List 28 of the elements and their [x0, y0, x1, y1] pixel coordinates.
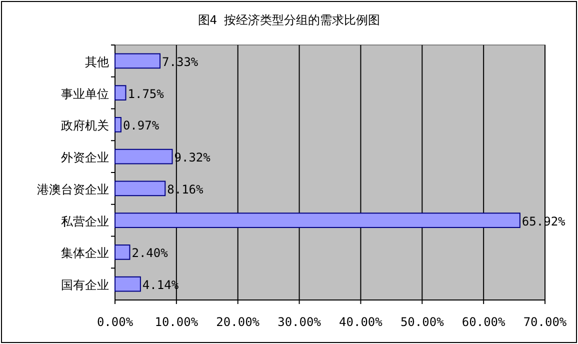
y-tick-label: 港澳台资企业	[37, 182, 109, 196]
bar	[114, 85, 126, 100]
bar	[114, 244, 130, 260]
y-tick-label: 事业单位	[61, 86, 109, 101]
x-tick-label: 0.00%	[96, 315, 134, 329]
bar	[114, 212, 520, 228]
y-tick-label: 政府机关	[61, 118, 109, 133]
y-tick-label: 其他	[85, 54, 109, 69]
chart-title: 图4 按经济类型分组的需求比例图	[198, 13, 380, 27]
data-label: 1.75%	[128, 86, 165, 101]
data-label: 0.97%	[122, 118, 160, 133]
x-tick-label: 60.00%	[462, 315, 506, 329]
x-tick-label: 40.00%	[339, 315, 384, 329]
x-tick-label: 70.00%	[523, 315, 568, 329]
bar	[114, 148, 173, 164]
bar	[114, 117, 122, 132]
y-tick-label: 集体企业	[61, 246, 109, 260]
bar	[114, 276, 141, 292]
y-tick-label: 私营企业	[61, 214, 109, 228]
x-tick-label: 50.00%	[400, 315, 445, 329]
bar	[114, 53, 161, 69]
x-tick-label: 20.00%	[216, 315, 260, 329]
y-tick-label: 外资企业	[61, 150, 109, 165]
x-tick-label: 10.00%	[154, 315, 199, 329]
x-tick-label: 30.00%	[278, 315, 322, 329]
y-tick-label: 国有企业	[61, 278, 109, 292]
data-label: 2.40%	[132, 246, 169, 260]
bar	[114, 180, 166, 196]
